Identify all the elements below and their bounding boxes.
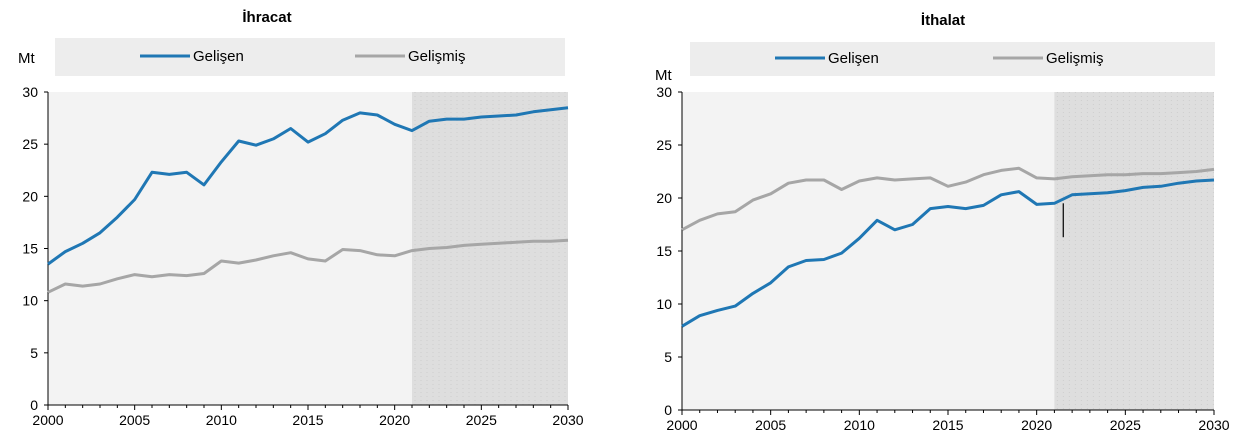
imports-y-tick-label: 25 [656,137,672,153]
imports-legend-label-gelisen: Gelişen [828,50,879,67]
exports-y-tick-label: 25 [22,136,38,152]
exports-x-tick-label: 2000 [32,412,63,428]
exports-x-tick-label: 2020 [379,412,410,428]
imports-series-line-gelismis [681,166,1215,232]
imports-y-tick-label: 10 [656,296,672,312]
exports-y-tick-label: 5 [30,345,38,361]
imports-x-tick-label: 2000 [666,417,697,433]
imports-y-unit: Mt [655,67,672,84]
exports-y-tick-label: 10 [22,293,38,309]
imports-x-tick-label: 2020 [1021,417,1052,433]
imports-legend-label-gelismis: Gelişmiş [1046,50,1104,67]
exports-series-line-gelismis [47,238,569,294]
exports-legend-label-gelismis: Gelişmiş [408,48,466,65]
exports-y-tick-label: 0 [30,397,38,413]
exports-x-tick-label: 2030 [552,412,583,428]
exports-x-tick-label: 2015 [292,412,323,428]
exports-y-tick-label: 30 [22,84,38,100]
imports-y-tick-label: 15 [656,243,672,259]
exports-y-tick-label: 20 [22,188,38,204]
exports-series-line-gelisen [47,106,569,266]
exports-legend-box [55,38,565,76]
imports-x-tick-label: 2010 [844,417,875,433]
imports-chart: İthalat Gelişen Gelişmiş Mt 051015202530… [655,12,1230,433]
imports-chart-title: İthalat [921,12,965,29]
exports-y-tick-label: 15 [22,241,38,257]
imports-x-tick-label: 2005 [755,417,786,433]
exports-chart: İhracat Gelişen Gelişmiş Mt 051015202530… [18,9,584,428]
exports-legend-label-gelisen: Gelişen [193,48,244,65]
exports-x-tick-label: 2005 [119,412,150,428]
imports-series-line-gelisen [681,178,1215,328]
exports-x-tick-label: 2025 [466,412,497,428]
imports-y-tick-label: 5 [664,349,672,365]
exports-chart-title: İhracat [242,9,291,26]
exports-y-unit: Mt [18,50,35,67]
imports-y-tick-label: 0 [664,402,672,418]
imports-x-tick-label: 2030 [1198,417,1229,433]
imports-x-tick-label: 2015 [932,417,963,433]
exports-x-tick-label: 2010 [206,412,237,428]
imports-legend-box [690,42,1215,76]
imports-y-tick-label: 30 [656,84,672,100]
imports-projection-band [1054,92,1214,410]
imports-x-tick-label: 2025 [1110,417,1141,433]
imports-y-tick-label: 20 [656,190,672,206]
